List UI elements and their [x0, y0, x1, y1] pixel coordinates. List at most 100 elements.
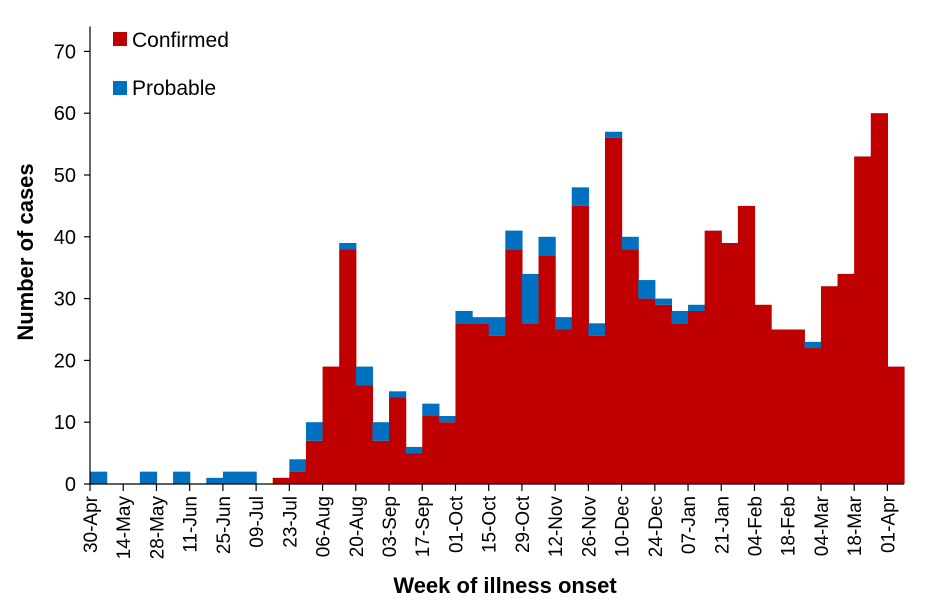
y-tick-label: 70: [54, 41, 76, 63]
bar-confirmed: [355, 385, 374, 484]
x-tick-label: 29-Oct: [513, 495, 534, 553]
bar-confirmed: [538, 255, 556, 484]
bar-confirmed: [521, 323, 540, 484]
bar-probable: [488, 317, 506, 336]
bar-confirmed: [555, 329, 573, 484]
x-tick-label: 11-Jun: [181, 496, 202, 553]
bar-probable: [472, 317, 490, 324]
bar-probable: [555, 317, 573, 330]
bar-probable: [638, 280, 656, 299]
bar-confirmed: [438, 422, 457, 484]
legend-label-confirmed: Confirmed: [132, 29, 229, 52]
bar-confirmed: [787, 329, 805, 484]
y-tick-label: 10: [54, 412, 76, 434]
bar-probable: [621, 236, 639, 250]
bar-probable: [538, 236, 556, 256]
bar-confirmed: [820, 286, 839, 484]
bar-confirmed: [272, 477, 290, 484]
bar-confirmed: [754, 304, 772, 484]
bar-probable: [438, 416, 457, 423]
legend-swatch-probable: [113, 81, 127, 95]
bar-confirmed: [389, 397, 407, 484]
bar-probable: [139, 471, 158, 484]
y-tick-label: 30: [54, 289, 76, 311]
bars: [90, 113, 905, 485]
x-tick-label: 04-Feb: [745, 496, 766, 556]
x-tick-label: 01-Oct: [446, 495, 467, 553]
bar-confirmed: [505, 249, 523, 484]
bar-confirmed: [405, 453, 423, 484]
bar-probable: [355, 366, 374, 386]
x-tick-label: 12-Nov: [546, 496, 567, 558]
x-tick-label: 21-Jan: [712, 496, 733, 554]
x-tick-label: 06-Aug: [314, 496, 335, 557]
bar-probable: [405, 446, 423, 454]
bar-probable: [521, 273, 540, 324]
bar-probable: [455, 310, 473, 324]
bar-probable: [571, 187, 589, 206]
x-tick-label: 03-Sep: [380, 496, 401, 557]
y-axis-title: Number of cases: [13, 163, 38, 340]
bar-probable: [389, 391, 407, 398]
x-tick-label: 25-Jun: [214, 496, 235, 554]
x-tick-label: 10-Dec: [613, 496, 634, 557]
bar-probable: [90, 471, 108, 484]
bar-probable: [505, 230, 523, 250]
x-tick-label: 15-Oct: [480, 495, 501, 553]
bar-confirmed: [621, 249, 639, 484]
x-tick-label: 18-Feb: [779, 496, 800, 556]
x-axis-title: Week of illness onset: [393, 573, 617, 598]
x-tick-label: 07-Jan: [679, 496, 700, 554]
x-tick-label: 28-May: [147, 496, 168, 560]
bar-confirmed: [671, 323, 689, 484]
legend-swatch-confirmed: [113, 32, 127, 46]
legend: Confirmed Probable: [113, 29, 229, 100]
bar-confirmed: [571, 205, 589, 484]
x-tick-label: 17-Sep: [413, 496, 434, 557]
bar-confirmed: [704, 230, 722, 484]
bar-probable: [222, 471, 241, 484]
y-tick-label: 40: [54, 227, 76, 249]
bar-confirmed: [322, 366, 340, 484]
bar-probable: [239, 471, 257, 484]
x-axis-ticks: 30-Apr 14-May 28-May 11-Jun 25-Jun 09-Jul 23-J…: [81, 484, 899, 559]
bar-confirmed: [638, 298, 656, 484]
x-tick-label: 26-Nov: [579, 496, 600, 558]
x-tick-label: 01-Apr: [878, 495, 899, 553]
bar-confirmed: [305, 440, 324, 484]
bar-confirmed: [588, 335, 606, 484]
bar-probable: [804, 341, 822, 349]
x-tick-label: 20-Aug: [347, 496, 368, 557]
bar-probable: [206, 477, 224, 484]
bar-confirmed: [870, 113, 888, 484]
bar-confirmed: [289, 471, 307, 484]
bar-confirmed: [422, 416, 440, 484]
bar-probable: [671, 310, 689, 324]
x-tick-label: 18-Mar: [845, 495, 866, 556]
bar-probable: [372, 422, 390, 441]
bar-confirmed: [339, 249, 357, 484]
bar-confirmed: [737, 205, 756, 484]
bar-probable: [339, 242, 357, 250]
bar-confirmed: [455, 323, 473, 484]
bar-confirmed: [887, 366, 905, 484]
bar-confirmed: [854, 156, 872, 484]
bar-probable: [422, 403, 440, 417]
x-tick-label: 30-Apr: [81, 495, 102, 553]
bar-probable: [588, 323, 606, 336]
x-tick-label: 14-May: [114, 496, 135, 560]
x-tick-label: 04-Mar: [812, 495, 833, 556]
bar-confirmed: [688, 310, 706, 484]
bar-confirmed: [837, 273, 855, 484]
bar-confirmed: [488, 335, 506, 484]
bar-probable: [688, 304, 706, 311]
bar-probable: [305, 422, 324, 441]
bar-confirmed: [604, 137, 623, 485]
y-tick-label: 60: [54, 103, 76, 125]
x-tick-label: 09-Jul: [247, 496, 268, 548]
bar-confirmed: [472, 323, 490, 484]
bar-probable: [604, 131, 623, 138]
bar-probable: [173, 471, 191, 484]
x-tick-label: 23-Jul: [280, 496, 301, 548]
